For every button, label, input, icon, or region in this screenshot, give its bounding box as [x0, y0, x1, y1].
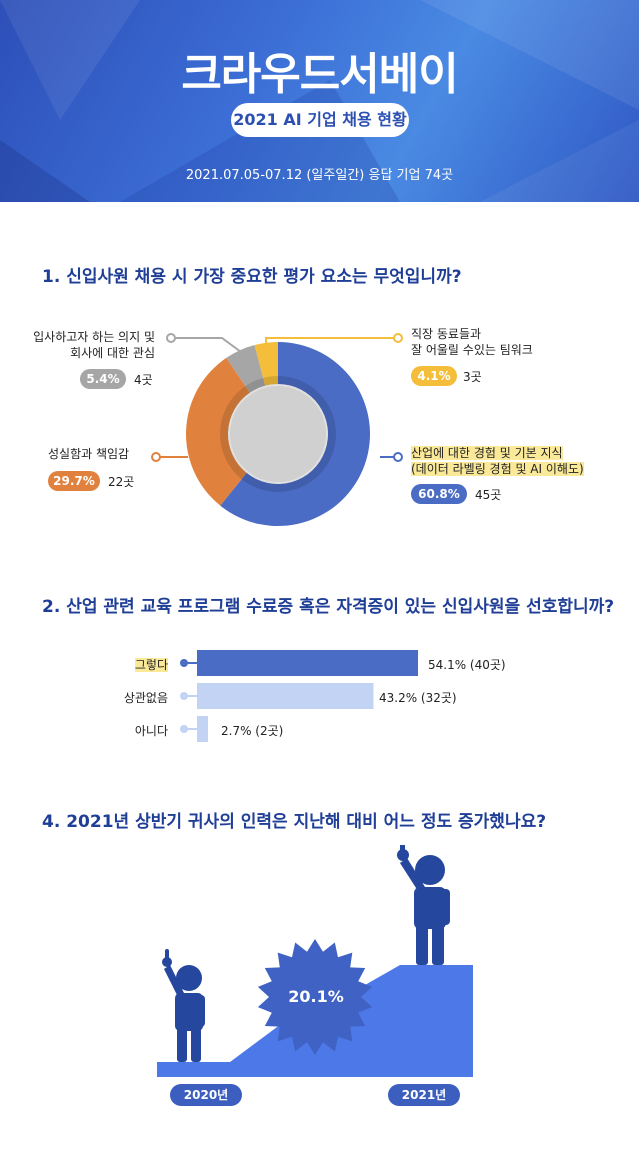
- bar-no: [197, 716, 209, 742]
- increase-value: 20.1%: [288, 987, 344, 1006]
- slice-label-teamwork-line1: 직장 동료들과: [411, 327, 482, 341]
- slice-count-motivation: 4곳: [134, 373, 153, 387]
- slice-label-experience-line2: (데이터 라벨링 경험 및 AI 이해도): [411, 462, 584, 476]
- person-2020-icon: [162, 949, 205, 1062]
- slice-label-sincerity: 성실함과 책임감: [48, 447, 130, 461]
- slice-label-teamwork: 직장 동료들과 잘 어울릴 수있는 팀워크: [411, 326, 533, 358]
- growth-illustration: [157, 845, 473, 1077]
- year-2021-pill: 2021년: [388, 1084, 460, 1106]
- leader-teamwork-dot: [393, 333, 403, 343]
- donut-chart: [151, 333, 403, 526]
- bar-value-neutral: 43.2% (32곳): [379, 691, 457, 705]
- year-2020-pill: 2020년: [170, 1084, 242, 1106]
- brand-title: 크라우드서베이: [181, 49, 458, 100]
- bar-label-yes-text: 그렇다: [134, 658, 168, 672]
- bar-label-yes: 그렇다: [108, 656, 168, 673]
- slice-label-motivation: 입사하고자 하는 의지 및 회사에 대한 관심: [30, 329, 155, 361]
- bar-label-no: 아니다: [134, 724, 168, 738]
- donut-center: [230, 386, 326, 482]
- bar-yes: [197, 650, 418, 676]
- slice-label-experience: 산업에 대한 경험 및 기본 지식 (데이터 라벨링 경험 및 AI 이해도): [411, 445, 584, 477]
- increase-burst: [257, 939, 373, 1055]
- slice-teamwork: [254, 342, 278, 386]
- slice-percent-experience: 60.8%: [411, 484, 467, 504]
- slice-experience: [220, 342, 370, 526]
- slice-label-experience-line1: 산업에 대한 경험 및 기본 지식: [411, 446, 563, 460]
- slice-label-motivation-line1: 입사하고자 하는 의지 및: [33, 330, 155, 344]
- bar-value-yes: 54.1% (40곳): [428, 658, 506, 672]
- slice-sincerity: [186, 357, 250, 506]
- leader-experience-dot: [393, 452, 403, 462]
- header-decoration: [0, 0, 639, 202]
- leader-teamwork: [265, 337, 394, 355]
- preference-bar-chart: [180, 650, 418, 742]
- slice-count-sincerity: 22곳: [108, 475, 135, 489]
- slice-label-motivation-line2: 회사에 대한 관심: [70, 346, 155, 360]
- slice-motivation: [226, 345, 266, 393]
- leader-motivation: [176, 337, 246, 356]
- slice-count-teamwork: 3곳: [463, 370, 482, 384]
- bar-label-neutral: 상관없음: [123, 691, 168, 705]
- question-2-title: 2. 산업 관련 교육 프로그램 수료증 혹은 자격증이 있는 신입사원을 선호…: [42, 597, 615, 617]
- header-banner: 크라우드서베이 2021 AI 기업 채용 현황 2021.07.05-07.1…: [0, 0, 639, 202]
- leader-sincerity-dot: [151, 452, 161, 462]
- report-subtitle: 2021 AI 기업 채용 현황: [231, 103, 409, 137]
- question-1-title: 1. 신입사원 채용 시 가장 중요한 평가 요소는 무엇입니까?: [42, 267, 462, 287]
- slice-percent-motivation: 5.4%: [80, 369, 126, 389]
- slice-percent-teamwork: 4.1%: [411, 366, 457, 386]
- leader-motivation-dot: [166, 333, 176, 343]
- question-4-title: 4. 2021년 상반기 귀사의 인력은 지난해 대비 어느 정도 증가했나요?: [42, 812, 547, 832]
- slice-count-experience: 45곳: [475, 488, 502, 502]
- survey-period: 2021.07.05-07.12 (일주일간) 응답 기업 74곳: [185, 168, 454, 183]
- person-2021-icon: [397, 845, 450, 965]
- bar-value-no: 2.7% (2곳): [221, 724, 284, 738]
- slice-percent-sincerity: 29.7%: [48, 471, 100, 491]
- bar-neutral: [197, 683, 374, 709]
- slice-label-teamwork-line2: 잘 어울릴 수있는 팀워크: [411, 343, 533, 357]
